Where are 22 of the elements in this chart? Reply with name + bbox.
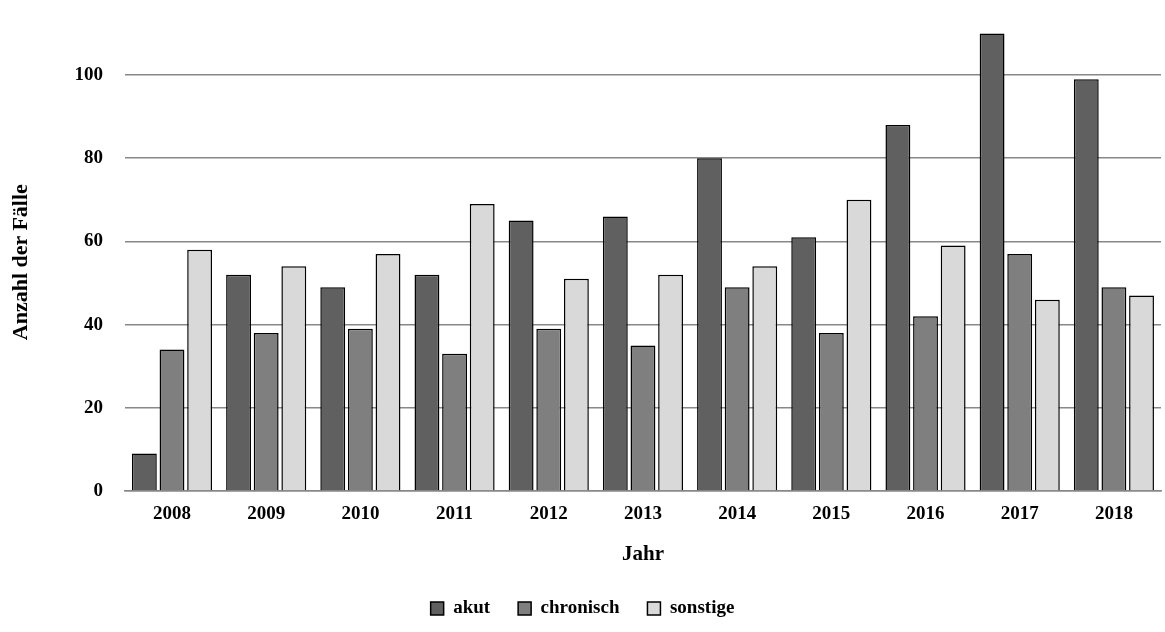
x-tick-label: 2009: [247, 502, 286, 524]
y-tick-label: 20: [83, 395, 103, 417]
x-tick-label: 2016: [906, 502, 945, 524]
x-tick-label: 2012: [529, 502, 568, 524]
y-tick-label: 0: [93, 478, 103, 500]
x-tick-label: 2018: [1094, 502, 1133, 524]
legend-label: sonstige: [669, 596, 735, 618]
legend-label: chronisch: [540, 596, 620, 618]
x-tick-label: 2014: [718, 502, 757, 524]
y-tick-label: 40: [83, 312, 103, 334]
y-tick-label: 80: [83, 146, 103, 168]
x-tick-label: 2010: [341, 502, 380, 524]
x-axis-title: Jahr: [621, 540, 664, 565]
x-tick-label: 2011: [436, 502, 474, 524]
x-tick-label: 2013: [623, 502, 662, 524]
y-tick-label: 100: [74, 62, 103, 84]
x-tick-label: 2015: [812, 502, 851, 524]
x-tick-label: 2008: [153, 502, 191, 524]
y-tick-label: 60: [83, 229, 103, 251]
x-tick-label: 2017: [1000, 502, 1040, 524]
y-axis-title: Anzahl der Fälle: [6, 183, 32, 341]
legend-label: akut: [453, 596, 491, 618]
